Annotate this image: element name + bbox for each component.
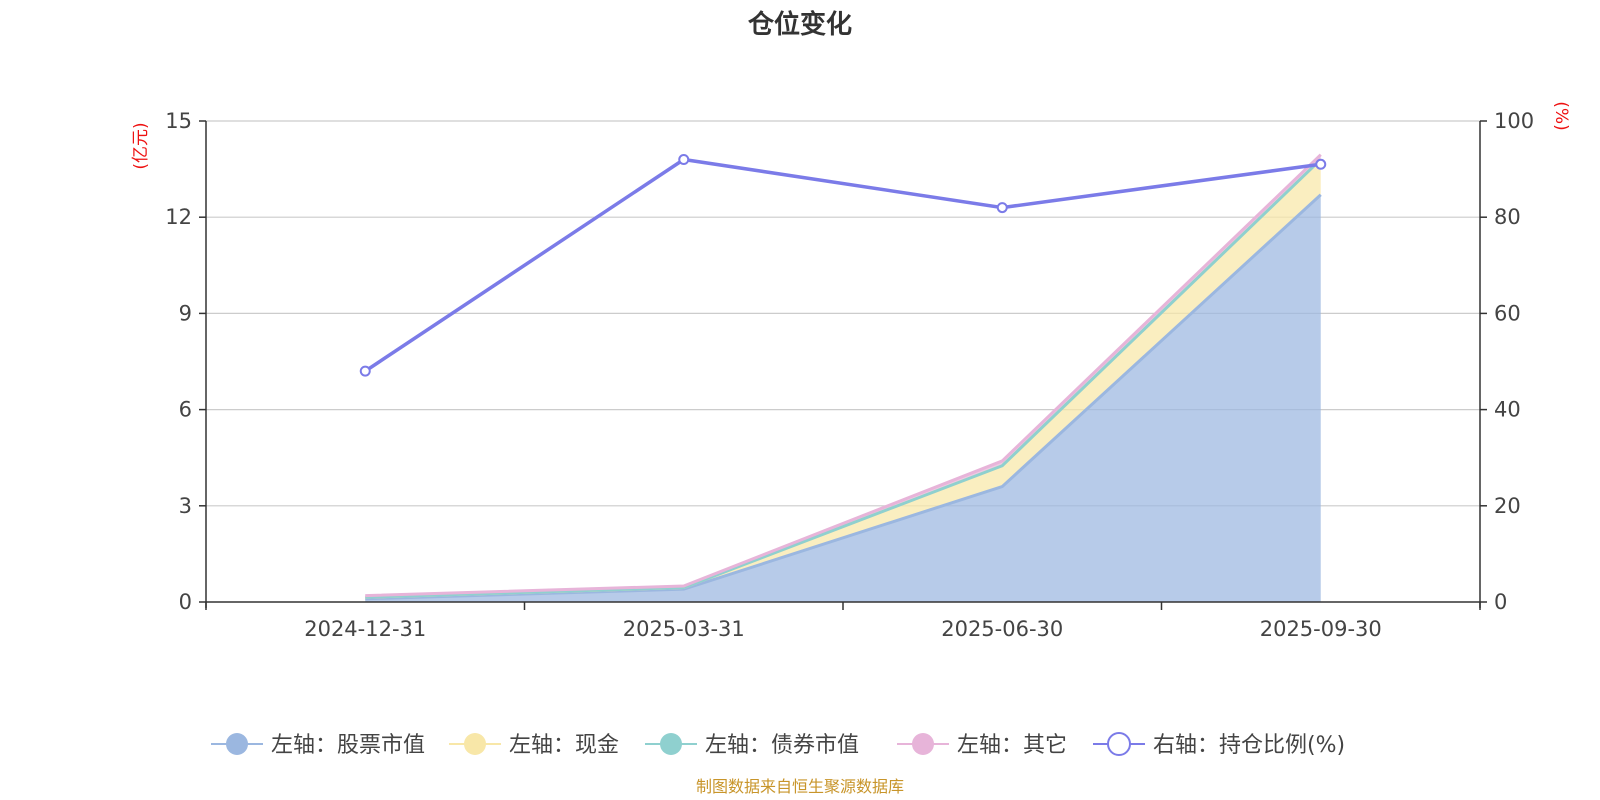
line-holding-ratio xyxy=(364,157,1321,373)
left-axis-unit: (亿元) xyxy=(131,122,151,169)
x-axis-tick-label: 2025-03-31 xyxy=(623,617,745,641)
area-edge-左轴：其它 xyxy=(365,153,1322,598)
right-axis-tick-label: 0 xyxy=(1494,590,1507,614)
data-source: 制图数据来自恒生聚源数据库 xyxy=(696,777,904,796)
left-axis-tick-label: 3 xyxy=(179,494,192,518)
area-edge-左轴：债券市值 xyxy=(365,158,1322,599)
x-axis-tick-label: 2024-12-31 xyxy=(304,617,426,641)
right-axis-unit: (%) xyxy=(1551,101,1571,130)
right-axis-tick-label: 100 xyxy=(1494,109,1534,133)
legend-marker xyxy=(912,733,934,755)
stacked-areas xyxy=(365,153,1322,602)
holding-ratio-point xyxy=(1315,158,1327,170)
left-axis-tick-label: 6 xyxy=(179,398,192,422)
right-axis-tick-label: 20 xyxy=(1494,494,1521,518)
holding-ratio-point xyxy=(359,365,371,377)
legend-marker xyxy=(464,733,486,755)
area-左轴：股票市值 xyxy=(365,194,1321,602)
legend-marker xyxy=(1107,732,1131,756)
right-axis-tick-label: 60 xyxy=(1494,301,1521,325)
legend-marker xyxy=(226,733,248,755)
legend-label: 右轴：持仓比例(%) xyxy=(1153,733,1345,758)
left-axis-tick-label: 12 xyxy=(165,205,192,229)
chart-title: 仓位变化 xyxy=(747,9,852,40)
left-axis-tick-label: 9 xyxy=(179,301,192,325)
x-axis-tick-label: 2025-06-30 xyxy=(941,617,1063,641)
legend: 左轴：股票市值 左轴：现金 左轴：债券市值 左轴：其它 右轴：持仓比例(%) xyxy=(211,732,1345,758)
holding-ratio-point xyxy=(996,202,1008,214)
series-lines xyxy=(359,153,1327,377)
x-axis-tick-label: 2025-09-30 xyxy=(1260,617,1382,641)
legend-marker xyxy=(660,733,682,755)
legend-label: 左轴：现金 xyxy=(509,733,619,758)
right-axis-tick-label: 40 xyxy=(1494,398,1521,422)
legend-label: 左轴：股票市值 xyxy=(271,733,425,758)
legend-label: 左轴：其它 xyxy=(957,733,1067,758)
legend-label: 左轴：债券市值 xyxy=(705,733,859,758)
left-axis-tick-label: 0 xyxy=(179,590,192,614)
left-axis-tick-label: 15 xyxy=(165,109,192,133)
holding-ratio-point xyxy=(678,153,690,165)
right-axis-tick-label: 80 xyxy=(1494,205,1521,229)
axes: 0 3 6 9 12 15 0 20 40 60 80 100 2024-12-31 2025-03-31… xyxy=(165,109,1534,641)
area-edge-左轴：股票市值 xyxy=(365,193,1322,601)
